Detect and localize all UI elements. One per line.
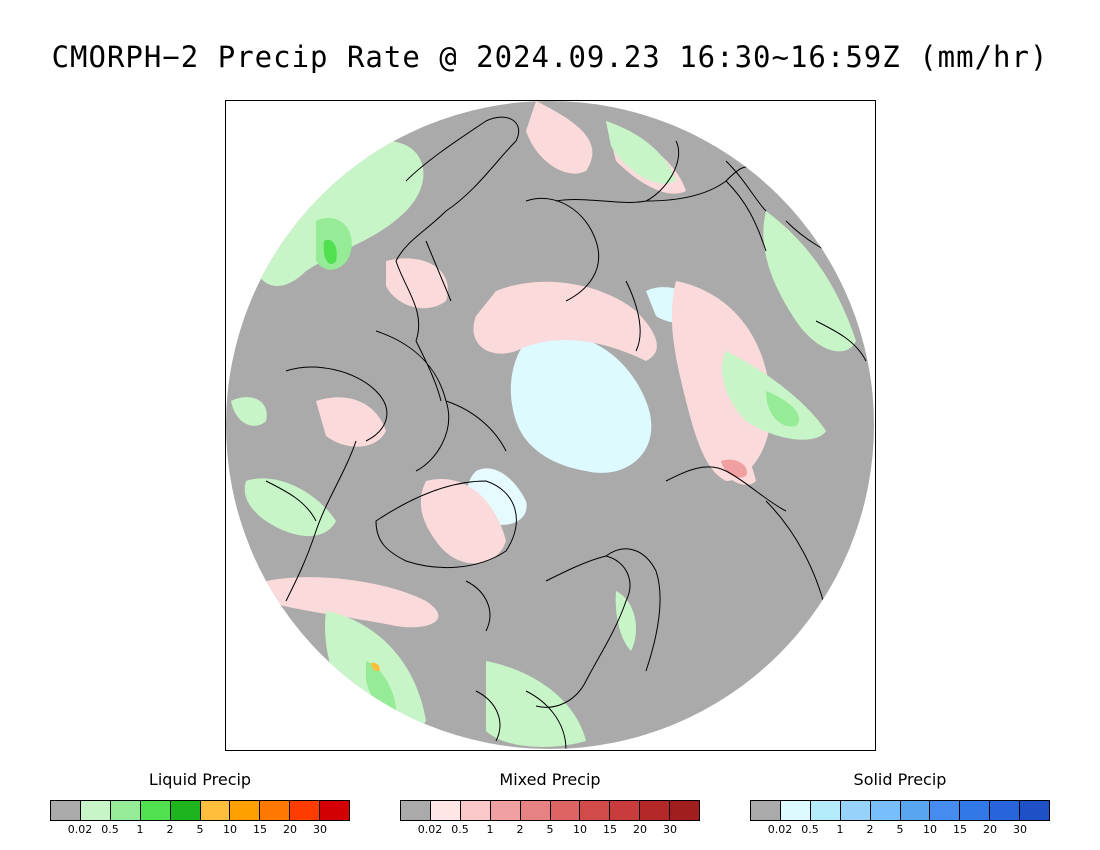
legend-swatch	[490, 801, 521, 820]
legend-tick: 0.5	[101, 823, 119, 836]
liquid-precip-area	[323, 239, 337, 265]
legend-colorbar	[400, 800, 700, 821]
legend-swatch	[110, 801, 141, 820]
legend-title: Solid Precip	[853, 770, 947, 789]
legend-colorbar	[750, 800, 1050, 821]
legend-tick: 2	[866, 823, 874, 836]
legend-tick: 30	[1013, 823, 1027, 836]
legend-swatch	[320, 801, 350, 820]
mixed-precip-area	[316, 397, 386, 447]
legend-swatch	[260, 801, 291, 820]
legend-swatch	[610, 801, 641, 820]
legend-swatch	[290, 801, 321, 820]
liquid-precip-area	[615, 591, 636, 651]
liquid-precip-area	[231, 397, 267, 426]
legend-swatch	[670, 801, 700, 820]
legend-tick: 1	[486, 823, 494, 836]
legend-tick: 0.5	[451, 823, 469, 836]
legend-swatch	[930, 801, 961, 820]
mixed-precip-area	[721, 459, 747, 478]
legend-swatch	[230, 801, 261, 820]
liquid-precip-area	[256, 141, 424, 286]
legend-swatch	[840, 801, 871, 820]
legend-ticks: 0.02 0.5 1 2 5 10 15 20 30	[750, 823, 1050, 837]
legend-tick: 15	[603, 823, 617, 836]
mixed-precip-area	[473, 281, 657, 361]
legend-swatch	[780, 801, 811, 820]
legend-swatch	[170, 801, 201, 820]
legend-tick: 10	[923, 823, 937, 836]
mixed-precip-area	[386, 258, 448, 309]
legend-tick: 10	[573, 823, 587, 836]
legend-tick: 5	[546, 823, 554, 836]
legend-tick: 1	[836, 823, 844, 836]
legend-tick: 5	[196, 823, 204, 836]
legend-liquid: Liquid Precip 0.02 0.5 1 2 5 10 15 20 30	[50, 770, 350, 837]
mixed-precip-area	[420, 479, 506, 564]
legend-tick: 2	[516, 823, 524, 836]
legend-ticks: 0.02 0.5 1 2 5 10 15 20 30	[50, 823, 350, 837]
legend-tick: 5	[896, 823, 904, 836]
legend-colorbar	[50, 800, 350, 821]
mixed-precip-area	[671, 281, 772, 481]
mixed-precip-area	[526, 101, 593, 174]
legend-solid: Solid Precip 0.02 0.5 1 2 5 10 15 20 30	[750, 770, 1050, 837]
legend-swatch	[140, 801, 171, 820]
legend-swatch	[900, 801, 931, 820]
legend-swatch	[810, 801, 841, 820]
legend-swatch	[751, 801, 781, 820]
legend-tick: 20	[283, 823, 297, 836]
legend-swatch	[200, 801, 231, 820]
legend-tick: 0.02	[67, 823, 93, 836]
legend-swatch	[580, 801, 611, 820]
legend-swatch	[80, 801, 111, 820]
legend-swatch	[51, 801, 81, 820]
legend-swatch	[870, 801, 901, 820]
legend-tick: 15	[953, 823, 967, 836]
precip-map	[226, 101, 874, 749]
legend-swatch	[401, 801, 431, 820]
legend-title: Liquid Precip	[148, 770, 252, 789]
legend-tick: 0.5	[801, 823, 819, 836]
mixed-precip-area	[266, 577, 439, 628]
legend-tick: 1	[136, 823, 144, 836]
legend-swatch	[520, 801, 551, 820]
legend-swatch	[460, 801, 491, 820]
legend-tick: 10	[223, 823, 237, 836]
legend-swatch	[550, 801, 581, 820]
legend-tick: 0.02	[417, 823, 443, 836]
solid-precip-area	[510, 334, 652, 473]
legend-tick: 2	[166, 823, 174, 836]
legend-ticks: 0.02 0.5 1 2 5 10 15 20 30	[400, 823, 700, 837]
map-frame	[225, 100, 876, 751]
legend-tick: 20	[983, 823, 997, 836]
legend-swatch	[430, 801, 461, 820]
legend-swatch	[960, 801, 991, 820]
liquid-precip-area	[766, 391, 800, 427]
legend-swatch	[990, 801, 1021, 820]
liquid-precip-area	[244, 478, 336, 536]
liquid-precip-area	[371, 662, 380, 672]
liquid-precip-area	[606, 121, 676, 184]
legend-swatch	[1020, 801, 1050, 820]
legend-tick: 30	[313, 823, 327, 836]
legend-tick: 15	[253, 823, 267, 836]
map-title: CMORPH−2 Precip Rate @ 2024.09.23 16:30~…	[51, 40, 1049, 74]
legend-tick: 20	[633, 823, 647, 836]
legend-title: Mixed Precip	[499, 770, 601, 789]
legend-swatch	[640, 801, 671, 820]
liquid-precip-area	[763, 211, 856, 352]
legend-mixed: Mixed Precip 0.02 0.5 1 2 5 10 15 20 30	[400, 770, 700, 837]
liquid-precip-area	[366, 661, 396, 712]
legend-tick: 0.02	[767, 823, 793, 836]
legend-tick: 30	[663, 823, 677, 836]
